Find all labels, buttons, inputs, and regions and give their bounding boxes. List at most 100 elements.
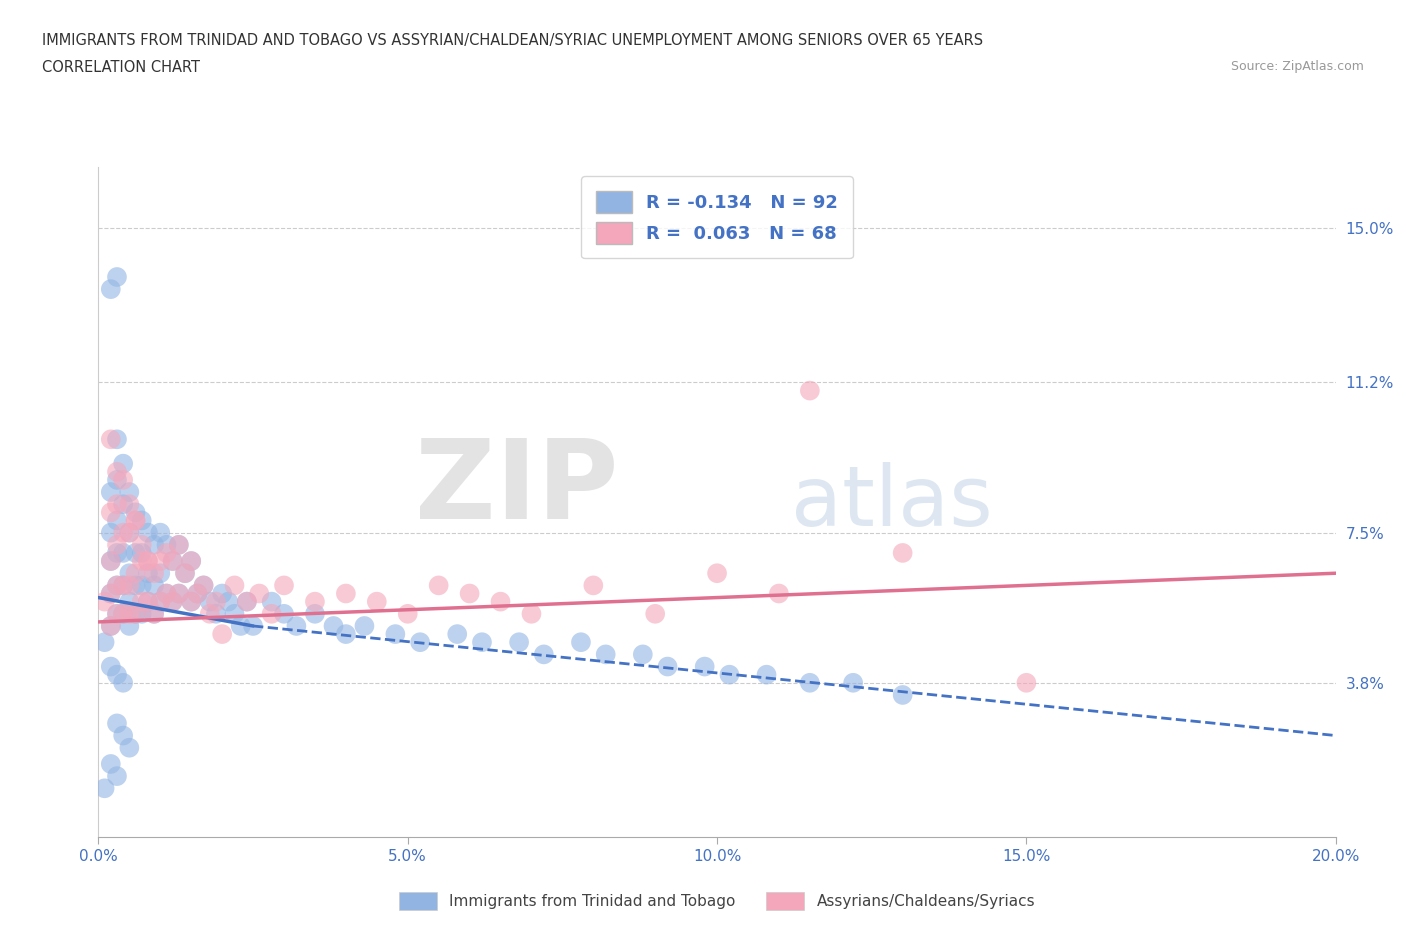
Point (105, 769, 128, 784)
Point (112, 675, 135, 690)
Point (162, 553, 184, 568)
Point (105, 578, 128, 592)
Point (100, 618, 122, 633)
Point (273, 606, 295, 621)
Point (93, 594, 115, 609)
Point (193, 578, 215, 592)
Text: IMMIGRANTS FROM TRINIDAD AND TOBAGO VS ASSYRIAN/CHALDEAN/SYRIAC UNEMPLOYMENT AMO: IMMIGRANTS FROM TRINIDAD AND TOBAGO VS A… (42, 33, 983, 47)
Point (167, 586, 190, 601)
Point (242, 618, 264, 633)
Point (131, 513, 153, 528)
Point (118, 525, 141, 540)
Point (595, 647, 617, 662)
Point (124, 546, 146, 561)
Point (427, 578, 450, 592)
Point (149, 525, 172, 540)
Point (112, 546, 135, 561)
Point (143, 538, 166, 552)
Point (112, 525, 135, 540)
Point (304, 606, 326, 621)
Point (112, 578, 135, 592)
Point (136, 565, 159, 580)
Point (124, 606, 146, 621)
Point (100, 586, 122, 601)
Point (105, 716, 128, 731)
Point (174, 565, 197, 580)
Point (118, 606, 141, 621)
Point (93, 781, 115, 796)
Point (105, 497, 128, 512)
Point (569, 635, 592, 650)
Point (508, 635, 530, 650)
Point (124, 505, 146, 520)
Point (105, 513, 128, 528)
Point (335, 627, 357, 642)
Point (180, 594, 202, 609)
Point (105, 606, 128, 621)
Point (162, 553, 184, 568)
Point (180, 553, 202, 568)
Point (136, 525, 159, 540)
Point (118, 565, 141, 580)
Point (105, 472, 128, 487)
Point (118, 740, 141, 755)
Point (100, 553, 122, 568)
Point (124, 513, 146, 528)
Point (162, 594, 184, 609)
Point (718, 667, 741, 682)
Point (131, 606, 153, 621)
Point (100, 525, 122, 540)
Point (768, 586, 790, 601)
Point (180, 594, 202, 609)
Point (706, 565, 728, 580)
Point (582, 578, 605, 592)
Point (755, 667, 778, 682)
Point (136, 553, 159, 568)
Point (155, 586, 177, 601)
Point (193, 578, 215, 592)
Point (211, 586, 233, 601)
Legend: Immigrants from Trinidad and Tobago, Assyrians/Chaldeans/Syriacs: Immigrants from Trinidad and Tobago, Ass… (392, 885, 1042, 916)
Point (112, 497, 135, 512)
Point (236, 594, 259, 609)
Point (118, 497, 141, 512)
Point (112, 728, 135, 743)
Point (247, 586, 270, 601)
Point (118, 525, 141, 540)
Point (105, 606, 128, 621)
Point (446, 627, 468, 642)
Text: ZIP: ZIP (415, 435, 619, 542)
Point (273, 578, 295, 592)
Point (112, 578, 135, 592)
Point (131, 538, 153, 552)
Point (322, 618, 344, 633)
Text: Source: ZipAtlas.com: Source: ZipAtlas.com (1230, 60, 1364, 73)
Point (657, 659, 679, 674)
Point (100, 586, 122, 601)
Point (155, 538, 177, 552)
Point (112, 606, 135, 621)
Point (842, 675, 865, 690)
Point (155, 546, 177, 561)
Point (799, 675, 821, 690)
Point (891, 546, 914, 561)
Point (155, 586, 177, 601)
Point (205, 594, 228, 609)
Point (100, 282, 122, 297)
Point (489, 594, 512, 609)
Point (471, 635, 494, 650)
Point (229, 618, 252, 633)
Point (260, 594, 283, 609)
Point (186, 586, 208, 601)
Point (162, 594, 184, 609)
Point (366, 594, 388, 609)
Point (131, 578, 153, 592)
Point (409, 635, 432, 650)
Point (105, 578, 128, 592)
Point (167, 538, 190, 552)
Point (458, 586, 481, 601)
Point (100, 618, 122, 633)
Point (136, 594, 159, 609)
Point (180, 553, 202, 568)
Point (224, 578, 246, 592)
